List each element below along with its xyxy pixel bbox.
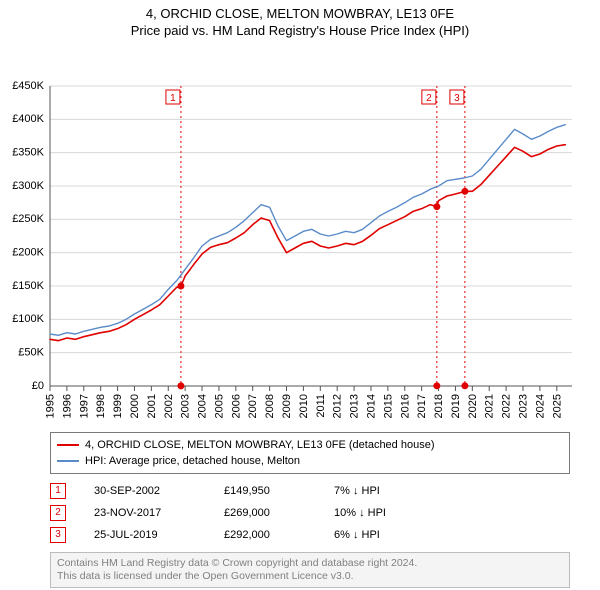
chart-titles: 4, ORCHID CLOSE, MELTON MOWBRAY, LE13 0F… bbox=[0, 0, 600, 38]
svg-text:£150K: £150K bbox=[12, 280, 44, 292]
attribution-footer: Contains HM Land Registry data © Crown c… bbox=[50, 552, 570, 588]
sale-price: £292,000 bbox=[224, 529, 334, 541]
svg-text:2007: 2007 bbox=[247, 394, 259, 418]
svg-text:2024: 2024 bbox=[534, 394, 546, 418]
sale-delta: 10% ↓ HPI bbox=[334, 507, 454, 519]
sale-date: 23-NOV-2017 bbox=[94, 507, 224, 519]
svg-text:2015: 2015 bbox=[382, 394, 394, 418]
svg-text:1998: 1998 bbox=[95, 394, 107, 418]
sale-price: £269,000 bbox=[224, 507, 334, 519]
svg-text:£450K: £450K bbox=[12, 80, 44, 92]
svg-text:2014: 2014 bbox=[365, 394, 377, 418]
svg-text:2021: 2021 bbox=[484, 394, 496, 418]
legend-label: 4, ORCHID CLOSE, MELTON MOWBRAY, LE13 0F… bbox=[85, 437, 434, 453]
svg-text:2020: 2020 bbox=[467, 394, 479, 418]
svg-text:2008: 2008 bbox=[264, 394, 276, 418]
event-marker-icon: 3 bbox=[50, 527, 66, 543]
sale-delta: 6% ↓ HPI bbox=[334, 529, 454, 541]
svg-text:2002: 2002 bbox=[163, 394, 175, 418]
table-row: 3 25-JUL-2019 £292,000 6% ↓ HPI bbox=[50, 524, 570, 546]
sale-date: 30-SEP-2002 bbox=[94, 485, 224, 497]
svg-text:2016: 2016 bbox=[399, 394, 411, 418]
sales-table: 1 30-SEP-2002 £149,950 7% ↓ HPI 2 23-NOV… bbox=[50, 480, 570, 546]
svg-text:£250K: £250K bbox=[12, 213, 44, 225]
svg-text:2010: 2010 bbox=[298, 394, 310, 418]
chart-title-address: 4, ORCHID CLOSE, MELTON MOWBRAY, LE13 0F… bbox=[0, 6, 600, 21]
svg-text:2011: 2011 bbox=[315, 394, 327, 418]
svg-text:£350K: £350K bbox=[12, 147, 44, 159]
sale-price: £149,950 bbox=[224, 485, 334, 497]
table-row: 2 23-NOV-2017 £269,000 10% ↓ HPI bbox=[50, 502, 570, 524]
svg-text:2017: 2017 bbox=[416, 394, 428, 418]
svg-text:2001: 2001 bbox=[146, 394, 158, 418]
svg-text:£300K: £300K bbox=[12, 180, 44, 192]
legend: 4, ORCHID CLOSE, MELTON MOWBRAY, LE13 0F… bbox=[50, 432, 570, 474]
legend-swatch bbox=[57, 460, 79, 462]
chart-title-sub: Price paid vs. HM Land Registry's House … bbox=[0, 23, 600, 38]
svg-text:2013: 2013 bbox=[349, 394, 361, 418]
svg-text:1997: 1997 bbox=[78, 394, 90, 418]
svg-text:£50K: £50K bbox=[18, 347, 44, 359]
svg-text:2022: 2022 bbox=[501, 394, 513, 418]
event-marker-icon: 1 bbox=[50, 483, 66, 499]
footer-line: Contains HM Land Registry data © Crown c… bbox=[57, 557, 563, 570]
svg-text:2006: 2006 bbox=[230, 394, 242, 418]
legend-swatch bbox=[57, 444, 79, 446]
price-chart-container: 4, ORCHID CLOSE, MELTON MOWBRAY, LE13 0F… bbox=[0, 0, 600, 588]
svg-text:£200K: £200K bbox=[12, 247, 44, 259]
legend-label: HPI: Average price, detached house, Melt… bbox=[85, 453, 300, 469]
sale-date: 25-JUL-2019 bbox=[94, 529, 224, 541]
svg-text:2004: 2004 bbox=[197, 394, 209, 418]
svg-text:2005: 2005 bbox=[213, 394, 225, 418]
svg-text:£100K: £100K bbox=[12, 313, 44, 325]
svg-text:£400K: £400K bbox=[12, 113, 44, 125]
svg-text:1999: 1999 bbox=[112, 394, 124, 418]
svg-text:2000: 2000 bbox=[129, 394, 141, 418]
svg-text:1: 1 bbox=[170, 93, 176, 104]
svg-text:2012: 2012 bbox=[332, 394, 344, 418]
svg-text:1996: 1996 bbox=[61, 394, 73, 418]
svg-text:£0: £0 bbox=[32, 380, 44, 392]
svg-text:2023: 2023 bbox=[518, 394, 530, 418]
legend-item: 4, ORCHID CLOSE, MELTON MOWBRAY, LE13 0F… bbox=[57, 437, 563, 453]
svg-text:2009: 2009 bbox=[281, 394, 293, 418]
sale-delta: 7% ↓ HPI bbox=[334, 485, 454, 497]
table-row: 1 30-SEP-2002 £149,950 7% ↓ HPI bbox=[50, 480, 570, 502]
chart-plot: £0 £50K £100K £150K £200K £250K £300K £350K £400… bbox=[0, 38, 600, 428]
svg-text:2025: 2025 bbox=[551, 394, 563, 418]
footer-line: This data is licensed under the Open Gov… bbox=[57, 570, 563, 583]
svg-text:3: 3 bbox=[454, 93, 460, 104]
legend-item: HPI: Average price, detached house, Melt… bbox=[57, 453, 563, 469]
svg-text:1995: 1995 bbox=[45, 394, 57, 418]
svg-text:2: 2 bbox=[426, 93, 432, 104]
event-marker-icon: 2 bbox=[50, 505, 66, 521]
svg-text:2019: 2019 bbox=[450, 394, 462, 418]
svg-text:2003: 2003 bbox=[180, 394, 192, 418]
svg-text:2018: 2018 bbox=[433, 394, 445, 418]
